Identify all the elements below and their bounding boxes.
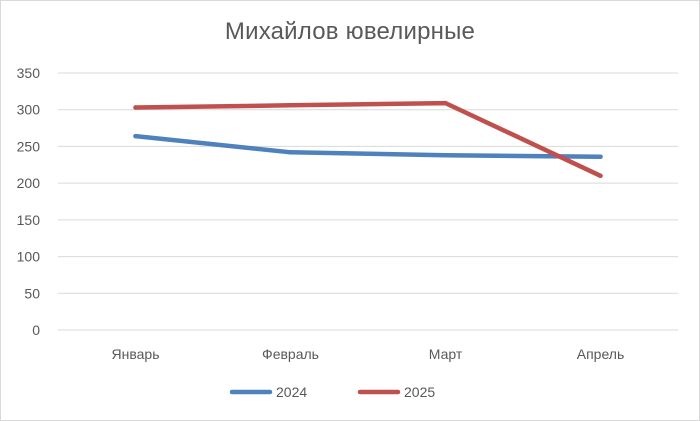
y-tick-label: 250 <box>17 138 41 154</box>
axis-labels: 0 50 100 150 200 250 300 350 Январь Февраль Март Ап… <box>17 65 625 362</box>
data-point-2025-2 <box>443 100 448 106</box>
series-line-2025 <box>133 100 603 179</box>
y-tick-label: 150 <box>17 212 41 228</box>
legend: 2024 2025 <box>229 384 435 400</box>
y-tick-label: 100 <box>17 249 41 265</box>
x-tick-label: Апрель <box>577 346 625 362</box>
y-tick-label: 0 <box>32 322 40 338</box>
y-tick-label: 200 <box>17 175 41 191</box>
data-point-2024-2 <box>443 153 448 158</box>
gridlines <box>58 72 678 331</box>
data-point-2025-0 <box>133 105 138 110</box>
data-point-2024-0 <box>133 133 138 139</box>
y-tick-label: 50 <box>24 285 40 301</box>
x-tick-label: Март <box>429 346 463 362</box>
x-tick-label: Январь <box>112 346 160 362</box>
data-point-2025-1 <box>288 103 293 108</box>
series-lines <box>133 100 603 179</box>
y-tick-label: 300 <box>17 102 41 118</box>
series-line-2024 <box>133 133 603 159</box>
data-point-2024-1 <box>288 150 293 155</box>
data-point-2024-3 <box>598 154 603 159</box>
data-point-2025-3 <box>598 173 603 178</box>
y-tick-label: 350 <box>17 65 41 81</box>
chart-title: Михайлов ювелирные <box>224 18 476 45</box>
legend-label-2024: 2024 <box>276 384 307 400</box>
x-tick-label: Февраль <box>262 346 319 362</box>
legend-label-2025: 2025 <box>404 384 435 400</box>
